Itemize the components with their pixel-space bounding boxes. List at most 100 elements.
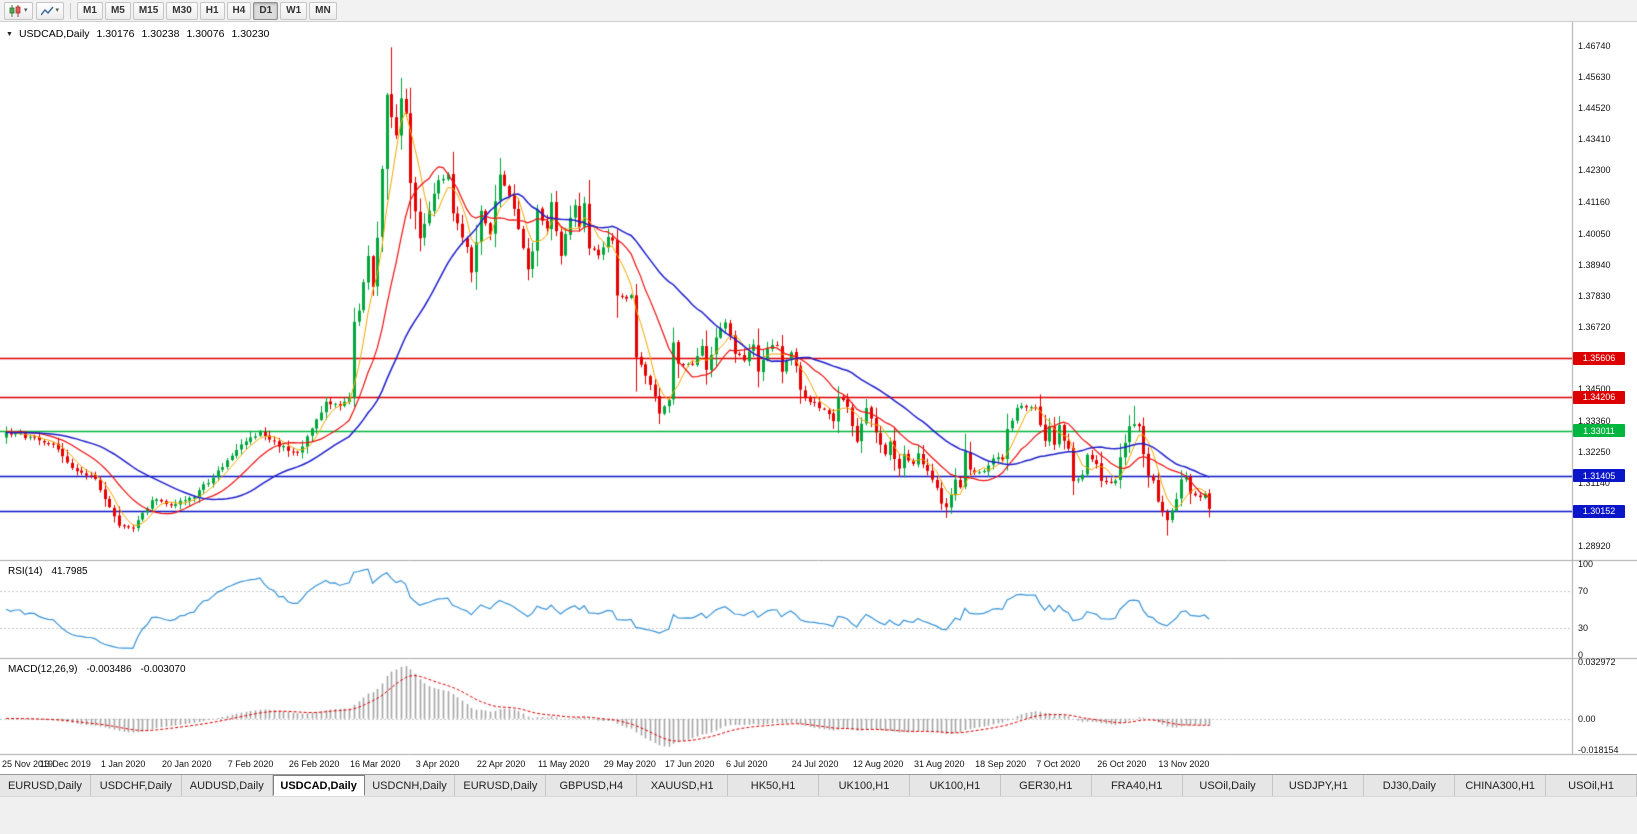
date-axis-label: 24 Jul 2020: [791, 759, 839, 769]
date-axis-label: 7 Oct 2020: [1036, 759, 1081, 769]
price-axis-tick: 1.41160: [1578, 197, 1610, 208]
date-axis-label: 26 Oct 2020: [1097, 759, 1147, 769]
chart-tab-bar: EURUSD,Daily USDCHF,Daily AUDUSD,Daily USDC…: [0, 774, 1637, 796]
price-line-badge: 1.31405: [1573, 469, 1625, 483]
chart-symbol-label: USDCAD,Daily: [18, 28, 90, 40]
date-axis-label: 6 Jul 2020: [726, 759, 768, 769]
ohlc-low-value: 1.30076: [186, 28, 225, 40]
timeframe-button-m1[interactable]: M1: [77, 1, 103, 20]
price-axis-tick: 1.37830: [1578, 290, 1611, 301]
indicator-list-button[interactable]: ▾: [35, 1, 65, 20]
candlestick-chart-icon: [9, 4, 22, 17]
date-axis-label: 20 Jan 2020: [162, 759, 212, 769]
price-axis-tick: 1.40050: [1578, 228, 1611, 239]
date-axis-label: 26 Feb 2020: [288, 759, 340, 769]
timeframe-button-h4[interactable]: H4: [226, 1, 252, 20]
price-axis-tick: 1.36720: [1578, 321, 1611, 332]
date-axis-label: 1 Jan 2020: [100, 759, 146, 769]
chart-tab-usdcad-daily[interactable]: USDCAD,Daily: [272, 775, 365, 796]
rsi-axis-tick: 100: [1578, 559, 1594, 569]
timeframe-button-mn[interactable]: MN: [309, 1, 337, 20]
timeframe-button-m30[interactable]: M30: [166, 1, 198, 20]
chart-tab-usoil-h1[interactable]: USOil,H1: [1546, 775, 1637, 796]
price-axis-tick: 1.38940: [1578, 259, 1611, 270]
price-axis-tick: 1.45630: [1578, 72, 1611, 83]
macd-indicator-label: MACD(12,26,9) -0.003486 -0.003070: [8, 664, 186, 675]
chart-tab-usdcnh-daily[interactable]: USDCNH,Daily: [364, 775, 456, 796]
price-line-badge: 1.34206: [1573, 390, 1625, 404]
timeframe-button-m15[interactable]: M15: [132, 1, 165, 20]
ohlc-open-value: 1.30176: [96, 28, 135, 40]
chart-tab-fra40-h1[interactable]: FRA40,H1: [1091, 775, 1183, 796]
price-line-badge: 1.33011: [1573, 424, 1625, 438]
price-axis-tick: 1.28920: [1578, 540, 1611, 551]
price-axis-tick: 1.34500: [1578, 384, 1611, 395]
ohlc-high-value: 1.30238: [141, 28, 180, 40]
price-chart-canvas[interactable]: [0, 22, 1637, 756]
toolbar-separator: [70, 2, 72, 19]
chart-tab-hk50-h1[interactable]: HK50,H1: [728, 775, 820, 796]
price-axis-tick: 1.33360: [1578, 416, 1611, 427]
price-axis-tick: 1.43410: [1578, 134, 1611, 145]
chart-tab-uk100-h1[interactable]: UK100,H1: [819, 775, 910, 796]
chart-tab-china300-h1[interactable]: CHINA300,H1: [1455, 775, 1547, 796]
chevron-down-icon: ▾: [24, 7, 28, 14]
timeframe-button-h1[interactable]: H1: [199, 1, 225, 20]
price-axis-tick: 1.44520: [1578, 103, 1611, 114]
chart-tab-usdjpy-h1[interactable]: USDJPY,H1: [1273, 775, 1365, 796]
rsi-axis-tick: 0: [1578, 650, 1584, 660]
rsi-indicator-label: RSI(14) 41.7985: [8, 566, 88, 577]
date-axis-label: 3 Apr 2020: [415, 759, 460, 769]
date-axis-label: 18 Sep 2020: [975, 759, 1027, 769]
timeframe-button-m5[interactable]: M5: [104, 1, 131, 20]
date-axis-label: 16 Mar 2020: [350, 759, 401, 769]
price-line-badge: 1.35606: [1573, 351, 1625, 365]
date-axis-label: 31 Aug 2020: [914, 759, 965, 769]
rsi-name: RSI(14): [8, 566, 43, 577]
price-axis-tick: 1.46740: [1578, 40, 1611, 51]
date-axis-label: 25 Nov 2019: [2, 759, 54, 769]
timeframe-button-w1[interactable]: W1: [280, 1, 308, 20]
chart-tab-eurusd-daily[interactable]: EURUSD,Daily: [455, 775, 547, 796]
date-axis-label: 13 Dec 2019: [39, 759, 91, 769]
date-axis-label: 13 Nov 2020: [1158, 759, 1210, 769]
chart-tab-xauusd-h1[interactable]: XAUUSD,H1: [637, 775, 729, 796]
date-axis-label: 22 Apr 2020: [476, 759, 526, 769]
toolbar: ▾ ▾ M1 M5 M15 M30 H1 H4 D1 W1 MN: [0, 0, 1637, 22]
price-axis-tick: 1.42300: [1578, 165, 1611, 176]
status-bar: [0, 796, 1637, 834]
chart-tab-dj30-daily[interactable]: DJ30,Daily: [1364, 775, 1456, 796]
date-axis-label: 12 Aug 2020: [852, 759, 904, 769]
chart-tab-uk100-h1[interactable]: UK100,H1: [909, 775, 1001, 796]
chart-tab-audusd-daily[interactable]: AUDUSD,Daily: [181, 775, 273, 796]
chart-tab-eurusd-daily[interactable]: EURUSD,Daily: [0, 775, 91, 796]
chart-tab-gbpusd-h4[interactable]: GBPUSD,H4: [546, 775, 638, 796]
macd-axis-tick: -0.018154: [1578, 745, 1619, 755]
price-line-badge: 1.30152: [1573, 504, 1625, 518]
chart-tab-usdchf-daily[interactable]: USDCHF,Daily: [90, 775, 182, 796]
date-axis-label: 7 Feb 2020: [227, 759, 274, 769]
macd-signal-value: -0.003070: [140, 664, 186, 675]
macd-axis-tick: 0.032972: [1578, 657, 1616, 667]
price-axis-tick: 1.31140: [1578, 478, 1610, 489]
timeframe-toolbar: M1 M5 M15 M30 H1 H4 D1 W1 MN: [77, 1, 339, 20]
ohlc-expand-icon[interactable]: ▼: [6, 30, 13, 38]
date-axis-label: 11 May 2020: [538, 759, 590, 769]
date-axis-label: 29 May 2020: [603, 759, 656, 769]
rsi-axis-tick: 70: [1578, 586, 1589, 597]
chart-tab-ger30-h1[interactable]: GER30,H1: [1000, 775, 1092, 796]
chart-tab-usoil-daily[interactable]: USOil,Daily: [1182, 775, 1274, 796]
macd-axis-tick: 0.00: [1578, 713, 1596, 724]
date-axis-label: 17 Jun 2020: [664, 759, 715, 769]
chart-ohlc-header: ▼ USDCAD,Daily 1.30176 1.30238 1.30076 1…: [6, 28, 269, 40]
chart-type-button[interactable]: ▾: [4, 1, 33, 20]
chart-area: ▼ USDCAD,Daily 1.30176 1.30238 1.30076 1…: [0, 22, 1637, 774]
timeframe-button-d1[interactable]: D1: [253, 1, 279, 20]
macd-main-value: -0.003486: [86, 664, 132, 675]
rsi-axis-tick: 30: [1578, 622, 1589, 633]
line-chart-icon: [40, 5, 54, 17]
macd-name: MACD(12,26,9): [8, 664, 78, 675]
ohlc-close-value: 1.30230: [231, 28, 270, 40]
rsi-value: 41.7985: [51, 566, 88, 577]
